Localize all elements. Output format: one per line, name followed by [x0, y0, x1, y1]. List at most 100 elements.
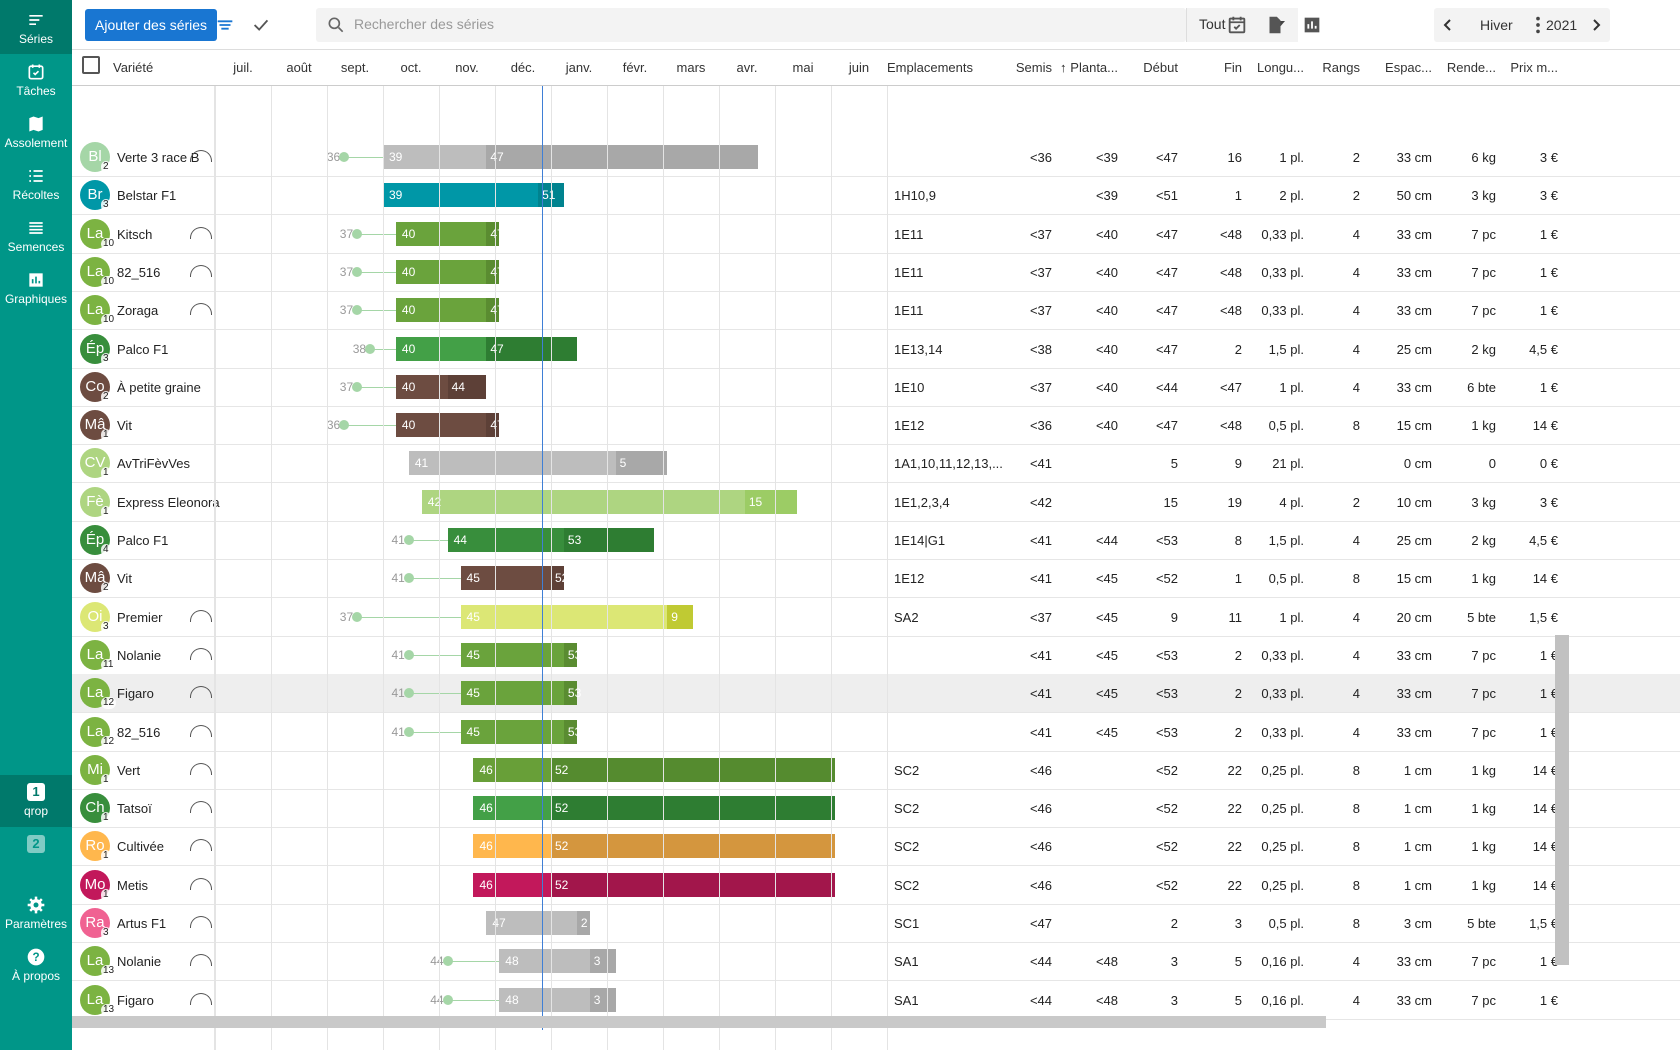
variety-name[interactable]: Kitsch: [117, 226, 153, 242]
header-rows[interactable]: Rangs: [1322, 60, 1360, 75]
variety-name[interactable]: Vit: [117, 571, 132, 587]
horizontal-scrollbar[interactable]: [72, 1016, 1326, 1028]
header-price[interactable]: Prix m...: [1510, 60, 1558, 75]
chevron-right-icon[interactable]: [1588, 17, 1604, 33]
check-icon[interactable]: [250, 14, 272, 36]
header-sowing[interactable]: Semis: [1015, 60, 1052, 75]
sidebar-item-seeds[interactable]: Semences: [0, 208, 72, 262]
table-row[interactable]: Ép 3 Palco F1 38 40 47 1E13,14 <38 <40 <47 2 1,5 pl…: [72, 330, 1680, 369]
settings-button[interactable]: Paramètres: [0, 885, 72, 939]
table-row[interactable]: Ro 1 Cultivée 46 52 SC2 <46 <52 22 0,25 pl. 8 1 cm 1…: [72, 827, 1680, 867]
variety-name[interactable]: 82_516: [117, 264, 161, 280]
variety-name[interactable]: Cultivée: [117, 839, 164, 855]
variety-name[interactable]: Express Eleonora: [117, 494, 220, 510]
variety-name[interactable]: Artus F1: [117, 916, 167, 931]
header-locations[interactable]: Emplacements: [887, 60, 973, 75]
about-button[interactable]: ? À propos: [0, 937, 72, 991]
table-row[interactable]: La 13 Figaro 44 48 3 SA1 <44 <48 3 5 0,16 pl. 4 33 cm…: [72, 981, 1680, 1020]
series-bar[interactable]: 40 47: [395, 336, 577, 361]
variety-name[interactable]: Palco F1: [117, 341, 169, 357]
table-row[interactable]: La 10 82_516 37 40 47 1E11 <37 <40 <47 <48 0,33 pl.…: [72, 253, 1680, 292]
header-variety[interactable]: Variété: [113, 60, 154, 75]
header-yield[interactable]: Rende...: [1446, 60, 1496, 75]
table-row[interactable]: Ch 1 Tatsoï 46 52 SC2 <46 <52 22 0,25 pl. 8 1 cm 1 k…: [72, 789, 1680, 829]
project-1[interactable]: 1 qrop: [0, 775, 72, 827]
table-row[interactable]: La 13 Nolanie 44 48 3 SA1 <44 <48 3 5 0,16 pl. 4 33 c…: [72, 942, 1680, 982]
table-row[interactable]: Fè 1 Express Eleonora 42 15 1E1,2,3,4 <42 15 19 4…: [72, 483, 1680, 522]
variety-name[interactable]: Zoraga: [117, 303, 159, 319]
table-row[interactable]: La 10 Kitsch 37 40 47 1E11 <37 <40 <47 <48 0,33 pl.…: [72, 215, 1680, 254]
bar-chart-icon[interactable]: [1301, 14, 1323, 36]
sort-icon[interactable]: [214, 14, 236, 36]
table-row[interactable]: La 10 Zoraga 37 40 47 1E11 <37 <40 <47 <48 0,33 pl.…: [72, 291, 1680, 331]
series-bar[interactable]: 40 44: [395, 374, 487, 399]
series-bar[interactable]: 46 52: [473, 872, 836, 897]
document-icon[interactable]: [1264, 14, 1286, 36]
series-bar[interactable]: 39 47: [383, 145, 758, 169]
search-input[interactable]: Rechercher des séries: [354, 16, 495, 32]
calendar-check-icon[interactable]: [1226, 14, 1248, 36]
year-label[interactable]: 2021: [1546, 17, 1578, 33]
header-start[interactable]: Début: [1143, 60, 1178, 75]
series-bar[interactable]: 40 47: [395, 413, 504, 438]
table-row[interactable]: Bl 2 Verte 3 race B 36 39 47 <36 <39 <47 16 1 pl. 2…: [72, 138, 1680, 177]
variety-name[interactable]: Palco F1: [117, 533, 169, 548]
chevron-left-icon[interactable]: [1440, 17, 1456, 33]
variety-name[interactable]: À petite graine: [117, 379, 201, 395]
variety-name[interactable]: Nolanie: [117, 647, 162, 663]
series-bar[interactable]: 45 52: [460, 566, 568, 591]
table-row[interactable]: Mâ 2 Vit 41 45 52 1E12 <41 <45 <52 1 0,5 pl. 8 15 cm 1…: [72, 559, 1680, 599]
season-label[interactable]: Hiver: [1480, 17, 1513, 33]
sidebar-item-map[interactable]: Assolement: [0, 104, 72, 158]
variety-name[interactable]: 82_516: [117, 724, 161, 740]
variety-name[interactable]: Vit: [117, 418, 132, 434]
sidebar-item-chart[interactable]: Graphiques: [0, 260, 72, 314]
header-length[interactable]: Longu...: [1257, 60, 1304, 75]
table-row[interactable]: Mi 1 Vert 46 52 SC2 <46 <52 22 0,25 pl. 8 1 cm 1 kg 1…: [72, 751, 1680, 790]
filter-select[interactable]: Tout: [1186, 8, 1298, 42]
series-bar[interactable]: 46 52: [473, 834, 836, 859]
series-bar[interactable]: 48 3: [499, 987, 616, 1012]
variety-name[interactable]: Nolanie: [117, 954, 162, 970]
table-row[interactable]: Mo 1 Metis 46 52 SC2 <46 <52 22 0,25 pl. 8 1 cm 1 kg…: [72, 866, 1680, 905]
series-bar[interactable]: 45 9: [460, 604, 694, 629]
variety-name[interactable]: Figaro: [117, 992, 154, 1008]
series-bar[interactable]: 46 52: [473, 757, 836, 782]
table-row[interactable]: La 12 Figaro 41 45 53 <41 <45 <53 2 0,33 pl. 4 33 cm…: [72, 674, 1680, 714]
series-bar[interactable]: 40 47: [395, 221, 504, 246]
sidebar-item-series[interactable]: Séries: [0, 0, 72, 54]
series-bar[interactable]: 48 3: [499, 949, 616, 974]
series-bar[interactable]: 40 47: [395, 298, 504, 323]
header-spacing[interactable]: Espac...: [1385, 60, 1432, 75]
table-row[interactable]: Ra 3 Artus F1 47 2 SC1 <47 2 3 0,5 pl. 8 3 cm 5 bte 1…: [72, 904, 1680, 943]
series-bar[interactable]: 45 53: [460, 642, 581, 667]
series-bar[interactable]: 42 15: [421, 489, 797, 514]
series-bar[interactable]: 47 2: [486, 911, 590, 935]
variety-name[interactable]: Verte 3 race B: [117, 150, 200, 165]
vertical-scrollbar[interactable]: [1555, 635, 1569, 965]
table-row[interactable]: CV 1 AvTriFèvVes 41 5 1A1,10,11,12,13,... <41 5…: [72, 444, 1680, 484]
select-all-checkbox[interactable]: [82, 56, 100, 74]
series-bar[interactable]: 41 5: [408, 451, 668, 476]
series-bar[interactable]: 46 52: [473, 796, 836, 821]
header-end[interactable]: Fin: [1223, 60, 1242, 75]
series-bar[interactable]: 39 51: [383, 183, 564, 208]
more-vert-icon[interactable]: [1527, 14, 1549, 36]
series-bar[interactable]: 45 53: [460, 681, 581, 706]
series-bar[interactable]: 40 47: [395, 259, 504, 284]
series-bar[interactable]: 45 53: [460, 719, 581, 744]
header-planting[interactable]: Planta...: [1070, 60, 1118, 75]
table-row[interactable]: Mâ 1 Vit 36 40 47 1E12 <36 <40 <47 <48 0,5 pl. 8 15 c…: [72, 406, 1680, 446]
table-row[interactable]: Ép 4 Palco F1 41 44 53 1E14|G1 <41 <44 <53 8 1,5 pl…: [72, 521, 1680, 560]
series-bar[interactable]: 44 53: [447, 528, 655, 552]
variety-name[interactable]: Metis: [117, 877, 149, 893]
table-row[interactable]: La 11 Nolanie 41 45 53 <41 <45 <53 2 0,33 pl. 4 33 c…: [72, 636, 1680, 675]
add-series-button[interactable]: Ajouter des séries: [85, 9, 218, 41]
sidebar-item-tasks[interactable]: Tâches: [0, 52, 72, 106]
table-row[interactable]: Co 2 À petite graine 37 40 44 1E10 <37 <40 <44 <47…: [72, 368, 1680, 407]
sidebar-item-list[interactable]: Récoltes: [0, 156, 72, 210]
table-row[interactable]: Oi 3 Premier 37 45 9 SA2 <37 <45 9 11 1 pl. 4 20 cm 5 …: [72, 598, 1680, 637]
variety-name[interactable]: Belstar F1: [117, 188, 177, 204]
table-row[interactable]: La 12 82_516 41 45 53 <41 <45 <53 2 0,33 pl. 4 33 cm…: [72, 713, 1680, 752]
variety-name[interactable]: Figaro: [117, 686, 154, 702]
